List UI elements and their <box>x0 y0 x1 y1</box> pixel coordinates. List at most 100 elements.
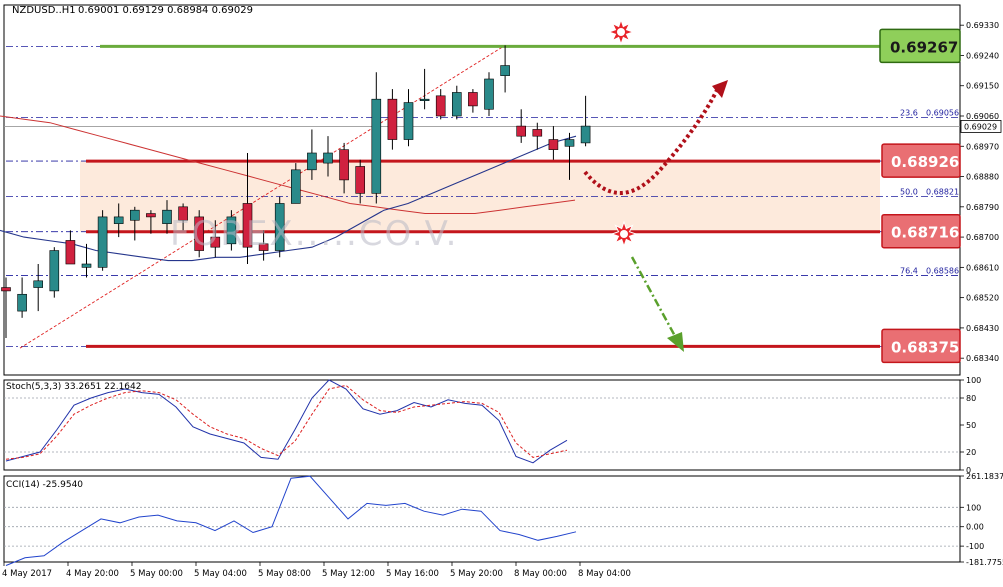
main-pane-frame <box>3 4 961 376</box>
candle <box>162 200 172 234</box>
time-tick-label: 5 May 08:00 <box>258 569 311 579</box>
cci-title: CCI(14) -25.9540 <box>6 480 83 490</box>
candle-body <box>548 139 559 150</box>
stoch-tick-label: 20 <box>966 448 976 457</box>
candle <box>419 68 430 110</box>
time-tick-label: 5 May 04:00 <box>194 569 247 579</box>
cci-tick-label: 0.00 <box>966 523 984 532</box>
level-box-label: 0.68716 <box>891 224 959 242</box>
level-box-label: 0.68375 <box>891 338 959 356</box>
price-tick-label: 0.68340 <box>966 354 999 363</box>
candle <box>178 203 188 231</box>
candle <box>226 210 237 251</box>
candle <box>387 89 398 150</box>
watermark-text: FOREX.....CO.V. <box>170 214 458 254</box>
candle-body <box>81 263 92 268</box>
candle-body <box>468 92 478 107</box>
candle <box>580 95 591 147</box>
price-tick-label: 0.68610 <box>966 263 999 272</box>
price-tick-label: 0.68520 <box>966 294 999 303</box>
time-tick-label: 5 May 00:00 <box>130 569 183 579</box>
candle <box>130 206 140 241</box>
candle-body <box>17 293 27 312</box>
stoch-tick-label: 50 <box>966 421 976 430</box>
cci-line <box>5 475 577 566</box>
candle-body <box>403 102 414 140</box>
candle <box>49 247 60 298</box>
cci-pane-frame <box>3 475 961 563</box>
bearish-projection-arrow <box>630 256 678 339</box>
cci-tick-label: 261.1837 <box>966 472 1003 481</box>
candle-body <box>307 152 317 171</box>
candle-body <box>451 92 462 117</box>
candle-body <box>97 216 108 268</box>
price-tick-label: 0.68880 <box>966 173 999 182</box>
candle-body <box>33 280 44 288</box>
candle-body <box>210 236 221 248</box>
candle <box>242 153 253 264</box>
price-tick-label: 0.68430 <box>966 324 999 333</box>
candle-body <box>258 243 269 251</box>
candle <box>274 196 285 258</box>
price-tick-label: 0.69240 <box>966 51 999 60</box>
chart-header-ohlc: 0.69001 0.69129 0.68984 0.69029 <box>78 5 253 16</box>
moving-average-blue <box>0 135 577 262</box>
candle-body <box>323 152 333 164</box>
candle-body <box>113 216 124 224</box>
chart-header-symbol: NZDUSD..H1 <box>12 5 76 16</box>
candle-body <box>516 125 527 137</box>
candle <box>97 210 108 271</box>
candle-body <box>130 209 140 221</box>
candle-body <box>162 209 172 224</box>
time-tick-label: 5 May 12:00 <box>322 569 375 579</box>
cci-tick-label: -181.7755 <box>966 558 1003 567</box>
candle <box>532 122 543 150</box>
candle-body <box>532 129 543 137</box>
bullish-projection-arrow <box>583 87 720 195</box>
candle-body <box>178 206 188 221</box>
candle <box>290 163 301 204</box>
candle <box>307 129 317 180</box>
stoch-tick-label: 100 <box>966 376 981 385</box>
current-price-label: 0.69029 <box>964 122 997 131</box>
fib-level-label: 76.4 <box>900 266 918 275</box>
candle-body <box>500 65 510 76</box>
bullish-arrow-head <box>712 80 728 98</box>
time-tick-label: 5 May 20:00 <box>450 569 503 579</box>
candle <box>548 126 559 160</box>
level-box <box>879 28 961 64</box>
candle <box>81 243 92 278</box>
current-price-marker <box>960 120 1002 133</box>
candle-body <box>1 287 11 292</box>
time-tick-label: 4 May 2017 <box>2 569 52 579</box>
level-box <box>881 213 961 249</box>
price-tick-label: 0.68970 <box>966 142 999 151</box>
candle-body <box>290 169 301 204</box>
candle-body <box>387 98 398 140</box>
candle-body <box>226 216 237 245</box>
candle <box>17 277 27 318</box>
candle <box>323 136 333 177</box>
level-box <box>881 143 961 178</box>
candle-body <box>49 250 60 292</box>
candle <box>65 230 76 265</box>
support-burst-icon-core <box>620 230 628 238</box>
time-tick-label: 8 May 00:00 <box>514 569 567 579</box>
candle-body <box>580 125 591 144</box>
level-box-label: 0.68926 <box>891 153 959 171</box>
candle-body <box>146 213 156 218</box>
cci-tick-label: -100 <box>966 542 984 551</box>
time-tick-label: 8 May 04:00 <box>578 569 631 579</box>
stoch-main-line <box>5 379 568 464</box>
price-tick-label: 0.69060 <box>966 112 999 121</box>
candle-body <box>242 203 253 248</box>
candle-body <box>435 95 446 117</box>
price-tick-label: 0.69150 <box>966 82 999 91</box>
candle <box>516 109 527 143</box>
cci-tick-label: 100 <box>966 503 981 512</box>
candle <box>355 159 366 204</box>
resistance-burst-icon-core <box>617 28 625 36</box>
fib-level-value: 0.68586 <box>926 266 959 275</box>
stoch-tick-label: 0 <box>966 466 971 475</box>
